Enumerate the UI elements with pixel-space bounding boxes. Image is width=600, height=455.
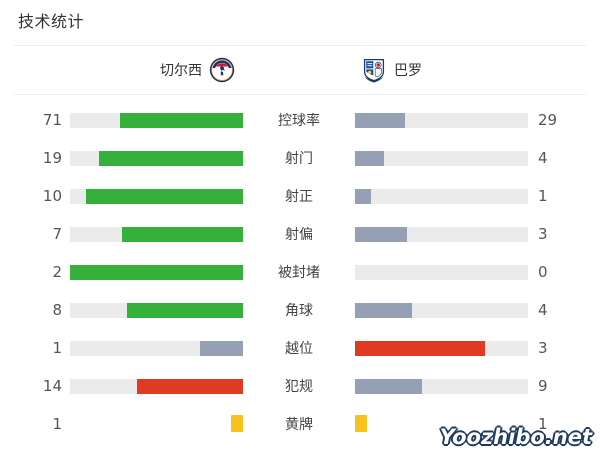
away-card-area: [355, 415, 528, 433]
stat-label: 射正: [285, 189, 313, 205]
chelsea-crest-icon: [209, 57, 235, 83]
home-bar-fill: [127, 302, 243, 318]
home-bar-fill: [85, 188, 243, 204]
table-row: 71 控球率 29: [0, 101, 600, 139]
away-bar-track: [355, 150, 528, 166]
away-value: 1: [538, 186, 548, 205]
table-row: 1 黄牌 1: [0, 405, 600, 443]
away-bar: [355, 264, 528, 280]
home-bar: [70, 264, 243, 280]
away-bar: [355, 340, 528, 356]
home-value: 14: [42, 376, 62, 395]
home-bar-fill: [70, 264, 243, 280]
table-row: 7 射偏 3: [0, 215, 600, 253]
stat-label: 越位: [285, 341, 313, 357]
stat-label: 控球率: [278, 113, 320, 129]
away-value: 1: [538, 414, 548, 433]
away-value: 4: [538, 300, 548, 319]
home-value: 19: [42, 148, 62, 167]
away-bar-fill: [355, 150, 385, 166]
home-team-name: 切尔西: [160, 63, 202, 79]
away-bar: [355, 378, 528, 394]
away-bar: [355, 150, 528, 166]
away-bar-fill: [355, 378, 423, 394]
table-row: 2 被封堵 0: [0, 253, 600, 291]
site-watermark: Yoozhibo.net: [439, 425, 592, 449]
away-value: 3: [538, 338, 548, 357]
table-row: 14 犯规 9: [0, 367, 600, 405]
home-bar-fill: [199, 340, 243, 356]
home-value: 7: [52, 224, 62, 243]
yellow-card-icon: [355, 415, 367, 432]
home-value: 8: [52, 300, 62, 319]
away-bar: [355, 188, 528, 204]
home-bar-fill: [120, 112, 243, 128]
barrow-crest-icon: [361, 57, 387, 83]
table-row: 8 角球 4: [0, 291, 600, 329]
away-team-name: 巴罗: [394, 63, 422, 79]
home-value: 71: [42, 110, 62, 129]
home-bar-fill: [121, 226, 243, 242]
away-team[interactable]: 巴罗: [361, 57, 422, 83]
home-bar: [70, 340, 243, 356]
stat-label: 被封堵: [278, 265, 320, 281]
table-row: 19 射门 4: [0, 139, 600, 177]
away-bar-track: [355, 188, 528, 204]
home-value: 10: [42, 186, 62, 205]
away-bar: [355, 302, 528, 318]
page-title: 技术统计: [18, 12, 85, 31]
title-divider: [14, 45, 586, 46]
stats-list: 71 控球率 29 19 射门 4: [0, 95, 600, 443]
home-bar-fill: [99, 150, 243, 166]
away-value: 9: [538, 376, 548, 395]
home-bar-fill: [137, 378, 243, 394]
away-bar: [355, 226, 528, 242]
away-value: 29: [538, 110, 558, 129]
away-bar-fill: [355, 340, 485, 356]
away-value: 3: [538, 224, 548, 243]
stat-label: 射门: [285, 151, 313, 167]
home-value: 1: [52, 338, 62, 357]
tech-stats-panel: 技术统计 切尔西: [0, 12, 600, 449]
away-bar-fill: [355, 226, 407, 242]
home-bar: [70, 302, 243, 318]
home-value: 2: [52, 262, 62, 281]
teams-header: 切尔西: [0, 46, 600, 94]
away-bar-fill: [355, 112, 406, 128]
table-row: 1 越位 3: [0, 329, 600, 367]
away-bar: [355, 112, 528, 128]
away-bar-fill: [355, 188, 371, 204]
home-bar: [70, 112, 243, 128]
stat-label: 犯规: [285, 379, 313, 395]
home-bar: [70, 150, 243, 166]
away-value: 4: [538, 148, 548, 167]
stat-label: 角球: [285, 303, 313, 319]
home-bar: [70, 188, 243, 204]
stat-label: 射偏: [285, 227, 313, 243]
home-bar: [70, 226, 243, 242]
home-card-area: [70, 415, 243, 433]
table-row: 10 射正 1: [0, 177, 600, 215]
home-bar: [70, 378, 243, 394]
away-bar-fill: [355, 302, 413, 318]
home-value: 1: [52, 414, 62, 433]
stat-label: 黄牌: [285, 417, 313, 433]
yellow-card-icon: [231, 415, 243, 432]
teams-divider: [14, 94, 586, 95]
away-value: 0: [538, 262, 548, 281]
away-bar-track: [355, 264, 528, 280]
home-team[interactable]: 切尔西: [160, 57, 235, 83]
